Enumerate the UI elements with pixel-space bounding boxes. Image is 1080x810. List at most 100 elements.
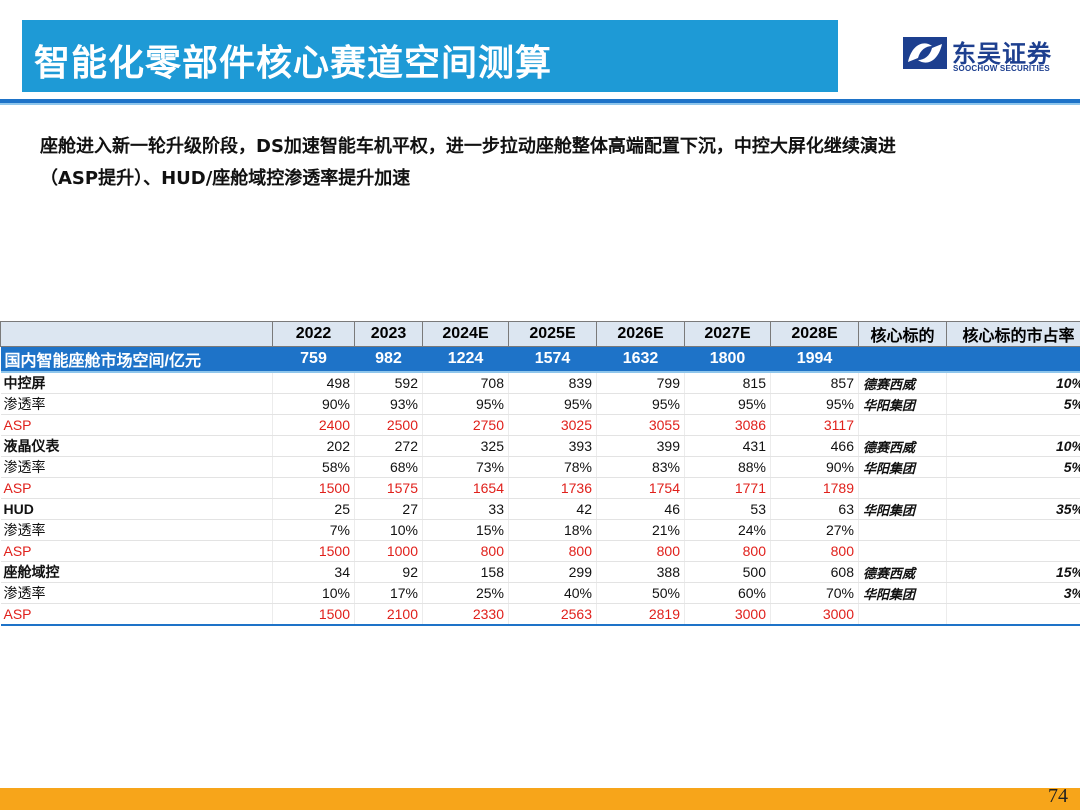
column-header: 2026E — [596, 321, 685, 347]
core-company: 华阳集团 — [858, 393, 947, 415]
cell-value: 3025 — [508, 414, 597, 436]
total-row-value: 1800 — [684, 346, 771, 373]
cell-value: 2100 — [354, 603, 423, 626]
total-row-value: 982 — [354, 346, 423, 373]
cell-value: 93% — [354, 393, 423, 415]
cell-value: 2500 — [354, 414, 423, 436]
cell-value: 3117 — [770, 414, 859, 436]
cell-value: 40% — [508, 582, 597, 604]
column-header: 2027E — [684, 321, 771, 347]
cell-value: 70% — [770, 582, 859, 604]
core-company-share — [946, 477, 1080, 499]
column-header: 2028E — [770, 321, 859, 347]
page-title: 智能化零部件核心赛道空间测算 — [34, 43, 553, 84]
cell-value: 466 — [770, 435, 859, 457]
cell-value: 1500 — [272, 540, 355, 562]
row-label: ASP — [0, 477, 273, 499]
core-company-share: 10% — [946, 372, 1080, 394]
core-company — [858, 519, 947, 541]
cell-value: 839 — [508, 372, 597, 394]
cell-value: 388 — [596, 561, 685, 583]
cell-value: 857 — [770, 372, 859, 394]
total-market-row: 国内智能座舱市场空间/亿元 759 982 1224 1574 1632 1800 1994 — [0, 346, 1080, 373]
total-row-label: 国内智能座舱市场空间/亿元 — [0, 346, 273, 373]
logo-chinese-name: 东吴证券 — [952, 40, 1052, 68]
cell-value: 1771 — [684, 477, 771, 499]
cell-value: 498 — [272, 372, 355, 394]
cell-value: 17% — [354, 582, 423, 604]
cell-value: 1736 — [508, 477, 597, 499]
core-company: 华阳集团 — [858, 582, 947, 604]
core-company-share: 35% — [946, 498, 1080, 520]
cell-value: 7% — [272, 519, 355, 541]
cell-value: 95% — [422, 393, 509, 415]
cell-value: 68% — [354, 456, 423, 478]
intro-line-2: （ASP提升）、HUD/座舱域控渗透率提升加速 — [40, 168, 411, 189]
cell-value: 58% — [272, 456, 355, 478]
cell-value: 3055 — [596, 414, 685, 436]
cell-value: 1000 — [354, 540, 423, 562]
table-row: ASP 1500 1575 1654 1736 1754 1771 1789 — [0, 477, 1080, 499]
table-row: ASP 1500 2100 2330 2563 2819 3000 3000 — [0, 603, 1080, 626]
soochow-logo-icon — [903, 37, 947, 69]
logo-english-name: SOOCHOW SECURITIES — [953, 64, 1050, 73]
cell-value: 18% — [508, 519, 597, 541]
cell-value: 1654 — [422, 477, 509, 499]
cell-value: 21% — [596, 519, 685, 541]
row-label: ASP — [0, 603, 273, 626]
cell-value: 95% — [596, 393, 685, 415]
cell-value: 800 — [596, 540, 685, 562]
cell-value: 34 — [272, 561, 355, 583]
cell-value: 33 — [422, 498, 509, 520]
core-company: 华阳集团 — [858, 498, 947, 520]
cell-value: 800 — [770, 540, 859, 562]
cell-value: 2563 — [508, 603, 597, 626]
intro-line-1: 座舱进入新一轮升级阶段，DS加速智能车机平权，进一步拉动座舱整体高端配置下沉，中… — [40, 136, 896, 157]
row-label: 渗透率 — [0, 582, 273, 604]
total-row-value: 759 — [272, 346, 355, 373]
cell-value: 73% — [422, 456, 509, 478]
cell-value: 325 — [422, 435, 509, 457]
core-company: 华阳集团 — [858, 456, 947, 478]
cell-value: 60% — [684, 582, 771, 604]
table-row: ASP 2400 2500 2750 3025 3055 3086 3117 — [0, 414, 1080, 436]
cell-value: 799 — [596, 372, 685, 394]
row-label: 座舱域控 — [0, 561, 273, 583]
header-divider — [0, 99, 1080, 103]
cell-value: 202 — [272, 435, 355, 457]
column-header: 2023 — [354, 321, 423, 347]
footer-bar — [0, 788, 1080, 810]
column-header: 2022 — [272, 321, 355, 347]
cell-value: 25% — [422, 582, 509, 604]
table-row: ASP 1500 1000 800 800 800 800 800 — [0, 540, 1080, 562]
cell-value: 88% — [684, 456, 771, 478]
cell-value: 1500 — [272, 477, 355, 499]
cell-value: 3000 — [770, 603, 859, 626]
cell-value: 708 — [422, 372, 509, 394]
column-header: 核心标的 — [858, 321, 947, 347]
cell-value: 10% — [272, 582, 355, 604]
cell-value: 431 — [684, 435, 771, 457]
cell-value: 95% — [508, 393, 597, 415]
row-label: 渗透率 — [0, 519, 273, 541]
cell-value: 1575 — [354, 477, 423, 499]
cell-value: 1500 — [272, 603, 355, 626]
cell-value: 27% — [770, 519, 859, 541]
core-company: 德赛西威 — [858, 435, 947, 457]
core-company-share — [946, 519, 1080, 541]
cell-value: 83% — [596, 456, 685, 478]
table-row: 渗透率 7% 10% 15% 18% 21% 24% 27% — [0, 519, 1080, 541]
core-company-share — [946, 414, 1080, 436]
row-label: 渗透率 — [0, 456, 273, 478]
core-company-share: 15% — [946, 561, 1080, 583]
cell-value: 1789 — [770, 477, 859, 499]
cell-value: 10% — [354, 519, 423, 541]
row-label: ASP — [0, 540, 273, 562]
core-company — [858, 540, 947, 562]
column-header: 2024E — [422, 321, 509, 347]
cell-value: 393 — [508, 435, 597, 457]
cell-value: 299 — [508, 561, 597, 583]
cell-value: 800 — [684, 540, 771, 562]
